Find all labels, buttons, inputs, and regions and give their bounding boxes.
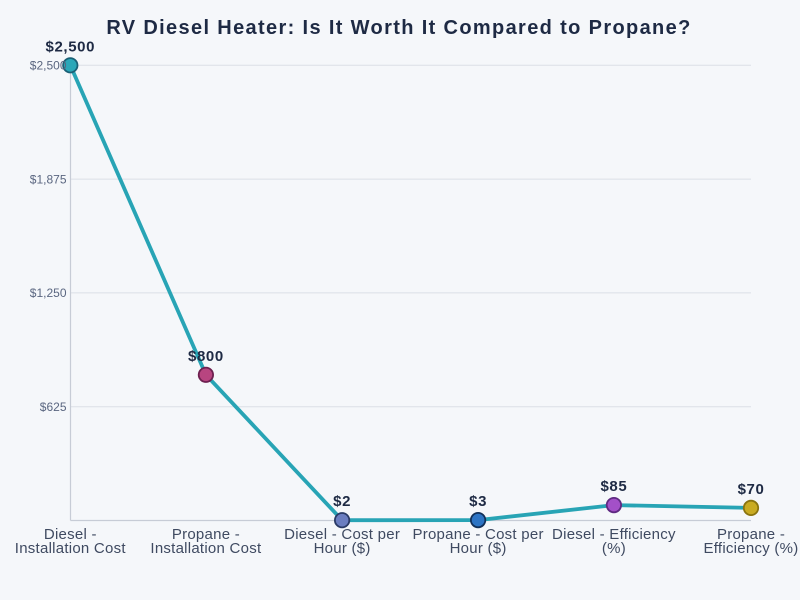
svg-text:Installation Cost: Installation Cost [15, 540, 127, 557]
svg-text:Efficiency (%): Efficiency (%) [704, 540, 799, 557]
svg-text:RV Diesel Heater: Is It Worth: RV Diesel Heater: Is It Worth It Compare… [106, 17, 691, 39]
svg-text:$625: $625 [40, 400, 67, 414]
svg-text:Hour ($): Hour ($) [450, 540, 507, 557]
svg-text:$800: $800 [188, 348, 224, 365]
svg-text:Propane -: Propane - [172, 526, 240, 543]
svg-text:(%): (%) [602, 540, 626, 557]
svg-text:$1,875: $1,875 [30, 172, 67, 186]
svg-text:$1,250: $1,250 [30, 286, 67, 300]
svg-text:$2,500: $2,500 [30, 59, 67, 73]
svg-text:Installation Cost: Installation Cost [150, 540, 262, 557]
svg-text:Diesel -: Diesel - [44, 526, 97, 543]
svg-text:Diesel - Efficiency: Diesel - Efficiency [552, 526, 676, 543]
svg-text:$2,500: $2,500 [46, 38, 95, 55]
svg-text:$2: $2 [333, 493, 351, 510]
svg-text:$3: $3 [469, 493, 487, 510]
svg-text:$70: $70 [738, 481, 765, 498]
svg-text:Hour ($): Hour ($) [314, 540, 371, 557]
svg-text:$85: $85 [600, 478, 627, 495]
svg-text:Propane -: Propane - [717, 526, 785, 543]
svg-text:Propane - Cost per: Propane - Cost per [412, 526, 543, 543]
svg-text:Diesel - Cost per: Diesel - Cost per [284, 526, 400, 543]
